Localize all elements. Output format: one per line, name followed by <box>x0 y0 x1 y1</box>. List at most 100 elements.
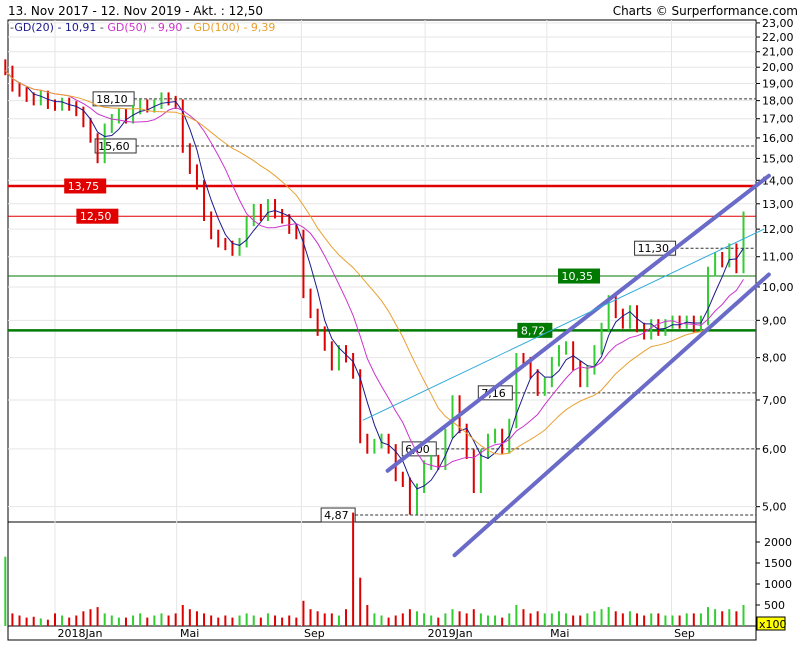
level-label: 10,35 <box>562 270 594 283</box>
volume-bar <box>536 611 539 626</box>
volume-bar <box>160 613 163 626</box>
y-tick-label: 10,00 <box>762 281 794 294</box>
volume-bar <box>224 615 227 626</box>
level-label: 18,10 <box>96 93 128 106</box>
level-label-box <box>320 507 356 523</box>
moving-average-line <box>4 70 744 455</box>
volume-bar <box>252 615 255 626</box>
volume-bar <box>238 615 241 626</box>
volume-bar <box>472 609 475 626</box>
volume-bar <box>380 615 383 626</box>
volume-bar <box>139 613 142 626</box>
x-tick-label: Mai <box>550 627 569 640</box>
volume-bar <box>188 609 191 626</box>
volume-bar <box>174 613 177 626</box>
volume-bar <box>117 617 120 626</box>
volume-bar <box>4 556 7 626</box>
volume-bar <box>515 605 518 626</box>
volume-bar <box>68 617 71 626</box>
volume-bar <box>54 613 56 626</box>
legend-ma-value: - <box>100 21 107 34</box>
volume-bar <box>167 615 170 626</box>
volume-bar <box>664 615 667 626</box>
volume-bar <box>46 619 49 626</box>
volume-bar <box>437 617 440 626</box>
x-tick-label: Sep <box>304 627 325 640</box>
trendline <box>452 272 771 558</box>
y-tick-label: 23,00 <box>762 17 794 30</box>
volume-bar <box>352 512 355 626</box>
volume-bar <box>231 617 234 626</box>
volume-bar <box>479 613 482 626</box>
legend-ma-value: - 9,90 <box>147 21 186 34</box>
volume-bar <box>32 616 35 626</box>
volume-bar <box>181 605 184 626</box>
volume-tick-label: 1000 <box>764 578 792 591</box>
volume-bar <box>529 613 532 626</box>
level-label: 12,50 <box>80 210 112 223</box>
volume-bar <box>366 605 369 626</box>
volume-bar <box>600 609 603 626</box>
volume-bar <box>359 577 362 626</box>
chart-title: 13. Nov 2017 - 12. Nov 2019 - Akt. : 12,… <box>8 4 263 18</box>
volume-bar <box>501 617 504 626</box>
volume-bar <box>572 615 575 626</box>
volume-bar <box>465 613 468 626</box>
volume-bar <box>423 613 426 626</box>
volume-bar <box>259 617 262 626</box>
volume-bar <box>522 609 525 626</box>
volume-bar <box>451 609 454 626</box>
y-tick-label: 11,00 <box>762 251 794 264</box>
level-label: 4,87 <box>324 509 349 522</box>
y-tick-label: 21,00 <box>762 46 794 59</box>
legend-ma-value: - 9,39 <box>240 21 275 34</box>
volume-bar <box>210 615 213 626</box>
y-tick-label: 19,00 <box>762 77 794 90</box>
legend-ma-value: - <box>186 21 193 34</box>
y-tick-label: 16,00 <box>762 132 794 145</box>
volume-bar <box>565 613 568 626</box>
y-tick-label: 13,00 <box>762 198 794 211</box>
volume-bar <box>408 609 411 626</box>
level-label: 11,30 <box>638 242 670 255</box>
volume-bar <box>345 609 348 626</box>
volume-unit-box <box>756 616 786 631</box>
volume-bar <box>550 613 553 626</box>
volume-bar <box>288 615 291 626</box>
volume-bar <box>11 613 14 626</box>
volume-bar <box>337 615 340 626</box>
volume-bar <box>579 615 582 626</box>
y-tick-label: 17,00 <box>762 113 794 126</box>
y-tick-label: 18,00 <box>762 95 794 108</box>
y-tick-label: 6,00 <box>762 443 787 456</box>
volume-bar <box>217 617 220 626</box>
volume-bar <box>636 613 639 626</box>
legend-ma-value: - 10,91 <box>54 21 100 34</box>
volume-bar <box>203 613 206 626</box>
y-tick-label: 22,00 <box>762 31 794 44</box>
volume-bar <box>628 611 631 626</box>
volume-bar <box>245 613 248 626</box>
volume-bar <box>373 613 376 626</box>
volume-bar <box>685 613 688 626</box>
level-label-box <box>558 268 601 284</box>
volume-bar <box>593 611 596 626</box>
volume-bar <box>146 617 149 626</box>
y-tick-label: 15,00 <box>762 152 794 165</box>
volume-bar <box>494 615 497 626</box>
moving-average-line <box>4 70 744 468</box>
volume-bar <box>728 609 731 626</box>
volume-bar <box>401 613 404 626</box>
y-tick-label: 12,00 <box>762 223 794 236</box>
volume-bar <box>508 613 511 626</box>
volume-bar <box>330 613 333 626</box>
moving-average-line <box>4 70 744 490</box>
x-tick-label: 2018Jan <box>58 627 103 640</box>
y-tick-label: 9,00 <box>762 314 787 327</box>
volume-bar <box>707 607 710 626</box>
legend-ma-label: GD(50) <box>107 21 147 34</box>
volume-bar <box>266 613 269 626</box>
volume-bar <box>302 600 305 626</box>
y-tick-label: 20,00 <box>762 61 794 74</box>
